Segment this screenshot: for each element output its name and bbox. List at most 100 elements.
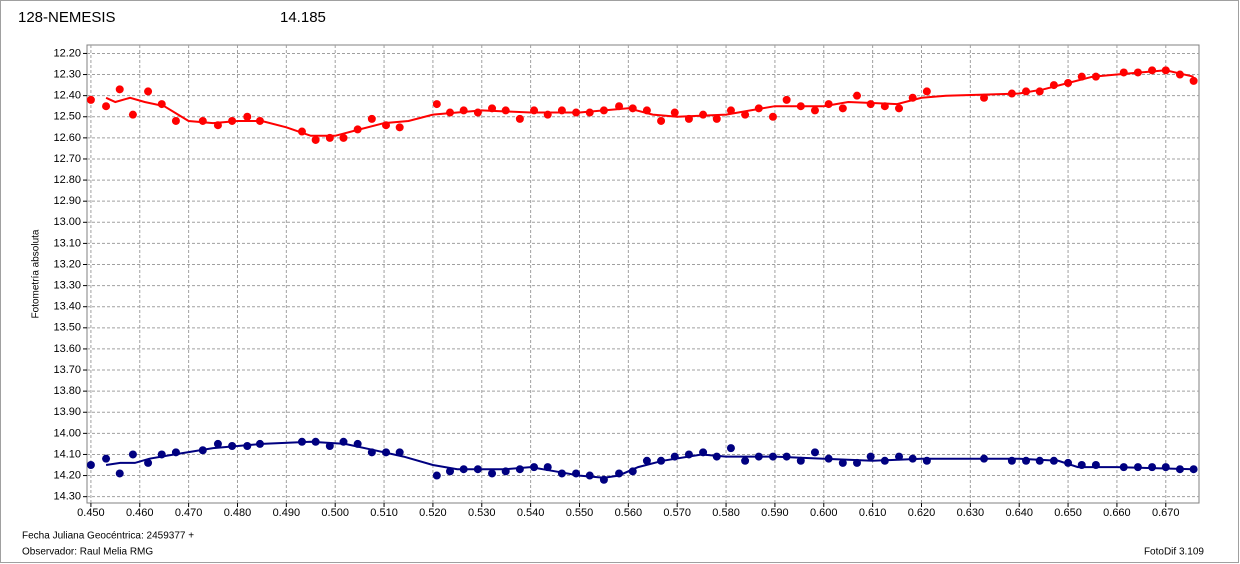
data-point xyxy=(311,135,320,144)
data-point xyxy=(782,95,791,104)
y-tick-label: 12.40 xyxy=(53,90,81,102)
software: FotoDif 3.109 xyxy=(1144,547,1204,558)
x-tick-label: 0.600 xyxy=(810,507,838,519)
data-point xyxy=(144,458,153,467)
y-tick-label: 12.70 xyxy=(53,153,81,165)
x-tick-label: 0.630 xyxy=(957,507,985,519)
x-tick-label: 0.580 xyxy=(712,507,740,519)
y-axis-label: Fotometría absoluta xyxy=(31,229,42,318)
y-tick-label: 13.80 xyxy=(53,385,81,397)
fit-line xyxy=(105,440,1194,479)
y-tick-label: 12.30 xyxy=(53,68,81,80)
x-tick-label: 0.550 xyxy=(566,507,594,519)
x-tick-label: 0.520 xyxy=(419,507,447,519)
data-point xyxy=(895,452,904,461)
x-tick-label: 0.480 xyxy=(224,507,252,519)
x-tick-label: 0.610 xyxy=(859,507,887,519)
data-point xyxy=(810,106,819,115)
x-tick-label: 0.660 xyxy=(1103,507,1131,519)
y-tick-label: 13.10 xyxy=(53,237,81,249)
data-point xyxy=(144,87,153,96)
data-point xyxy=(852,91,861,100)
data-point xyxy=(657,116,666,125)
y-tick-label: 13.60 xyxy=(53,343,81,355)
data-point xyxy=(980,93,989,102)
plot-area xyxy=(86,44,1200,504)
y-tick-label: 12.60 xyxy=(53,132,81,144)
x-tick-label: 0.450 xyxy=(77,507,105,519)
y-tick-label: 14.00 xyxy=(53,427,81,439)
x-tick-label: 0.570 xyxy=(663,507,691,519)
observer: Observador: Raul Melia RMG xyxy=(22,547,153,558)
x-tick-label: 0.540 xyxy=(517,507,545,519)
fit-line xyxy=(105,69,1194,137)
data-point xyxy=(838,458,847,467)
data-point xyxy=(670,108,679,117)
x-tick-label: 0.560 xyxy=(615,507,643,519)
data-point xyxy=(128,110,137,119)
x-tick-label: 0.470 xyxy=(175,507,203,519)
data-point xyxy=(128,450,137,459)
y-tick-label: 12.90 xyxy=(53,195,81,207)
y-tick-label: 12.50 xyxy=(53,111,81,123)
data-point xyxy=(115,85,124,94)
data-point xyxy=(395,123,404,132)
data-point xyxy=(515,114,524,123)
data-point xyxy=(488,469,497,478)
y-tick-label: 13.50 xyxy=(53,322,81,334)
y-tick-label: 12.20 xyxy=(53,47,81,59)
x-tick-label: 0.670 xyxy=(1152,507,1180,519)
data-point xyxy=(1189,76,1198,85)
x-axis-label: Fecha Juliana Geocéntrica: 2459377 + xyxy=(22,531,194,542)
data-point xyxy=(459,106,468,115)
data-point xyxy=(432,100,441,109)
y-tick-label: 12.80 xyxy=(53,174,81,186)
data-point xyxy=(838,104,847,113)
y-tick-label: 14.20 xyxy=(53,469,81,481)
x-tick-label: 0.460 xyxy=(126,507,154,519)
data-point xyxy=(339,133,348,142)
chart-subtitle: 14.185 xyxy=(280,9,326,26)
data-point xyxy=(86,95,95,104)
data-point xyxy=(866,100,875,109)
data-point xyxy=(432,471,441,480)
y-tick-label: 13.90 xyxy=(53,406,81,418)
data-point xyxy=(768,112,777,121)
chart-title: 128-NEMESIS xyxy=(18,9,116,26)
y-tick-label: 13.30 xyxy=(53,280,81,292)
x-tick-label: 0.500 xyxy=(321,507,349,519)
x-tick-label: 0.590 xyxy=(761,507,789,519)
data-point xyxy=(171,116,180,125)
data-point xyxy=(642,456,651,465)
y-tick-label: 14.30 xyxy=(53,491,81,503)
data-point xyxy=(922,87,931,96)
x-tick-label: 0.510 xyxy=(370,507,398,519)
data-point xyxy=(1161,463,1170,472)
data-point xyxy=(712,114,721,123)
data-point xyxy=(367,114,376,123)
data-point xyxy=(741,456,750,465)
data-point xyxy=(243,112,252,121)
data-point xyxy=(213,439,222,448)
data-point xyxy=(895,104,904,113)
data-point xyxy=(866,452,875,461)
data-point xyxy=(115,469,124,478)
y-tick-label: 13.20 xyxy=(53,258,81,270)
data-point xyxy=(86,461,95,470)
data-point xyxy=(810,448,819,457)
data-point xyxy=(446,467,455,476)
y-tick-label: 13.70 xyxy=(53,364,81,376)
data-point xyxy=(1119,68,1128,77)
x-tick-label: 0.530 xyxy=(468,507,496,519)
data-point xyxy=(102,454,111,463)
x-tick-label: 0.490 xyxy=(273,507,301,519)
y-tick-label: 13.00 xyxy=(53,216,81,228)
data-point xyxy=(102,102,111,111)
data-point xyxy=(1189,465,1198,474)
y-tick-label: 13.40 xyxy=(53,301,81,313)
x-tick-label: 0.640 xyxy=(1005,507,1033,519)
y-tick-label: 14.10 xyxy=(53,448,81,460)
x-tick-label: 0.650 xyxy=(1054,507,1082,519)
x-tick-label: 0.620 xyxy=(908,507,936,519)
